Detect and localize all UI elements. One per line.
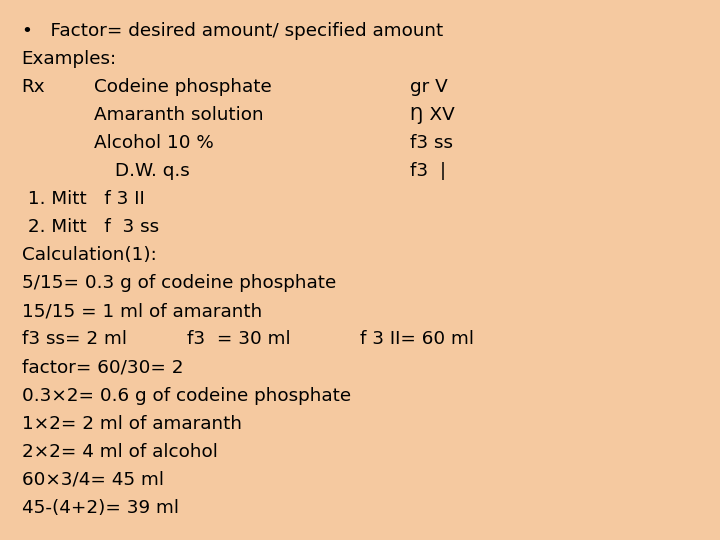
Text: Amaranth solution: Amaranth solution bbox=[94, 106, 264, 124]
Text: f 3 II= 60 ml: f 3 II= 60 ml bbox=[360, 330, 474, 348]
Text: 1. Mitt   f 3 II: 1. Mitt f 3 II bbox=[22, 190, 144, 208]
Text: f3 ss= 2 ml: f3 ss= 2 ml bbox=[22, 330, 127, 348]
Text: 2. Mitt   f  3 ss: 2. Mitt f 3 ss bbox=[22, 218, 158, 236]
Text: Calculation(1):: Calculation(1): bbox=[22, 246, 156, 264]
Text: f3 ss: f3 ss bbox=[410, 134, 454, 152]
Text: 60×3/4= 45 ml: 60×3/4= 45 ml bbox=[22, 471, 163, 489]
Text: 1×2= 2 ml of amaranth: 1×2= 2 ml of amaranth bbox=[22, 415, 242, 433]
Text: gr V: gr V bbox=[410, 78, 448, 96]
Text: 2×2= 4 ml of alcohol: 2×2= 4 ml of alcohol bbox=[22, 443, 217, 461]
Text: Codeine phosphate: Codeine phosphate bbox=[94, 78, 271, 96]
Text: Alcohol 10 %: Alcohol 10 % bbox=[94, 134, 213, 152]
Text: •   Factor= desired amount/ specified amount: • Factor= desired amount/ specified amou… bbox=[22, 22, 443, 39]
Text: 45-(4+2)= 39 ml: 45-(4+2)= 39 ml bbox=[22, 499, 179, 517]
Text: 15/15 = 1 ml of amaranth: 15/15 = 1 ml of amaranth bbox=[22, 302, 262, 320]
Text: Rx: Rx bbox=[22, 78, 45, 96]
Text: Examples:: Examples: bbox=[22, 50, 117, 68]
Text: f3  = 30 ml: f3 = 30 ml bbox=[187, 330, 291, 348]
Text: f3  |: f3 | bbox=[410, 162, 446, 180]
Text: factor= 60/30= 2: factor= 60/30= 2 bbox=[22, 359, 183, 376]
Text: Ŋ XV: Ŋ XV bbox=[410, 106, 455, 124]
Text: 5/15= 0.3 g of codeine phosphate: 5/15= 0.3 g of codeine phosphate bbox=[22, 274, 336, 292]
Text: D.W. q.s: D.W. q.s bbox=[115, 162, 190, 180]
Text: 0.3×2= 0.6 g of codeine phosphate: 0.3×2= 0.6 g of codeine phosphate bbox=[22, 387, 351, 404]
